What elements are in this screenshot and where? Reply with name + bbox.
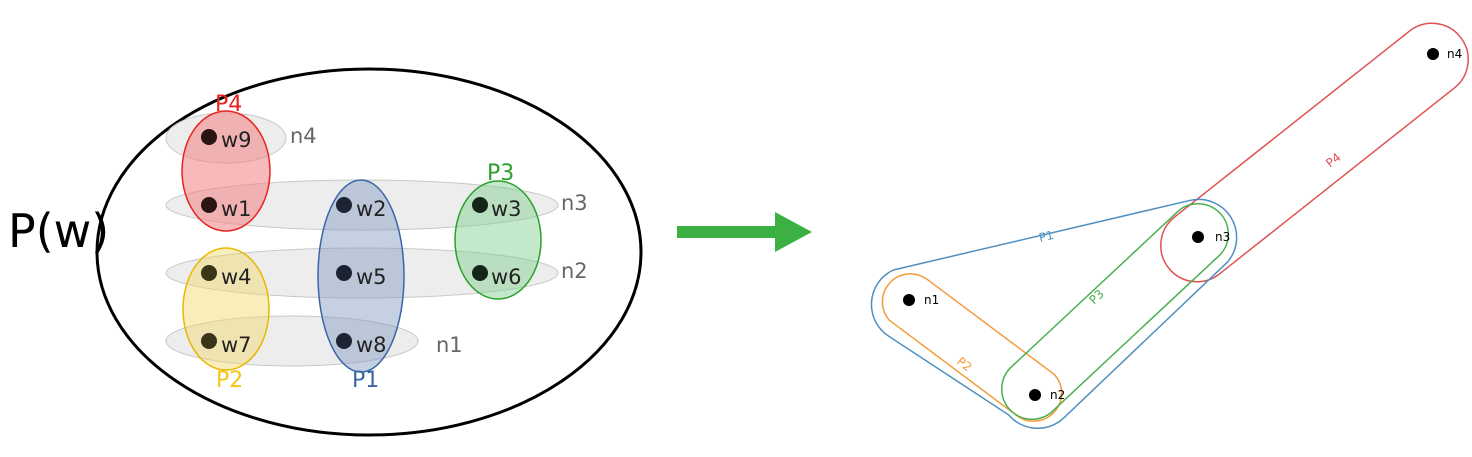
row-label-n4: n4: [290, 124, 317, 148]
set-ellipse-p1: [317, 179, 405, 373]
outer-ellipse-label: P(w): [8, 204, 109, 258]
node-label-w5: w5: [356, 265, 387, 289]
node-dot-w1: [201, 197, 217, 213]
hyperedge-p4: [1160, 22, 1469, 283]
node-dot-w6: [472, 265, 488, 281]
row-label-n2: n2: [561, 259, 588, 283]
node-dot-w4: [201, 265, 217, 281]
set-label-p4: P4: [215, 92, 242, 117]
node-label-w2: w2: [356, 197, 387, 221]
hyperedge-p3: [1000, 203, 1230, 420]
node-label-n4: n4: [1447, 47, 1462, 61]
hyperedge-label-p3: P3: [1086, 287, 1106, 307]
transform-arrow: [677, 212, 812, 252]
node-dot-w2: [336, 197, 352, 213]
row-label-n3: n3: [561, 191, 588, 215]
node-dot-w5: [336, 265, 352, 281]
node-dot-n3: [1192, 231, 1204, 243]
node-label-w7: w7: [221, 333, 252, 357]
node-dot-w3: [472, 197, 488, 213]
set-label-p2: P2: [216, 368, 243, 393]
node-label-w9: w9: [221, 128, 252, 152]
arrow-head: [775, 212, 812, 252]
set-label-p3: P3: [487, 161, 514, 186]
right-diagram: P4 P1 P2 P3 n1 n2 n3 n4: [870, 22, 1469, 430]
row-ellipse-n1: [165, 315, 419, 367]
node-label-w8: w8: [356, 333, 387, 357]
node-dot-w8: [336, 333, 352, 349]
hyperedge-label-p4: P4: [1323, 150, 1343, 170]
node-dot-w7: [201, 333, 217, 349]
hyperedge-label-p1: P1: [1038, 228, 1056, 245]
node-dot-n2: [1029, 389, 1041, 401]
hyperedge-p1: [870, 198, 1238, 430]
arrow-shaft: [677, 226, 777, 238]
node-label-n1: n1: [924, 293, 939, 307]
node-label-n2: n2: [1050, 388, 1065, 402]
node-dot-w9: [201, 129, 217, 145]
node-label-w1: w1: [221, 197, 252, 221]
node-dot-n4: [1427, 48, 1439, 60]
node-label-w4: w4: [221, 265, 252, 289]
set-label-p1: P1: [352, 368, 379, 393]
node-dot-n1: [903, 294, 915, 306]
left-diagram: P(w) P4 P3 P2 P1 n4 n3 n2 n1 w9 w1 w2 w3…: [8, 67, 643, 437]
row-label-n1: n1: [436, 333, 463, 357]
node-label-n3: n3: [1215, 230, 1230, 244]
node-label-w6: w6: [491, 265, 522, 289]
row-ellipse-n2: [165, 247, 559, 299]
node-label-w3: w3: [491, 197, 522, 221]
outer-ellipse: [95, 67, 643, 437]
